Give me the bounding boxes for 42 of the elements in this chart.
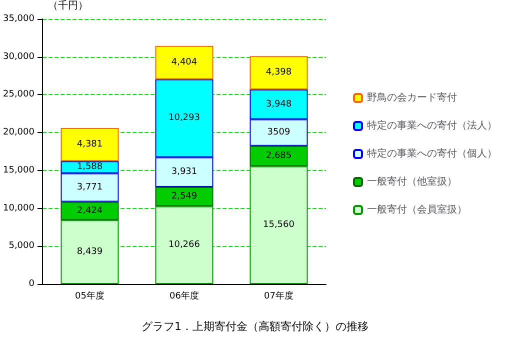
- data-label: 15,560: [263, 220, 295, 230]
- legend-label: 一般寄付（他室扱）: [367, 176, 457, 188]
- data-label: 10,266: [168, 240, 200, 250]
- y-tick-label: 0: [28, 279, 35, 289]
- data-label: 3,931: [171, 167, 198, 178]
- data-label: 4,381: [76, 140, 103, 150]
- y-tick-label: 10,000: [2, 203, 35, 214]
- bar: [155, 46, 214, 80]
- data-label: 2,424: [76, 206, 103, 216]
- y-tick-label: 25,000: [2, 90, 35, 100]
- y-tick-label: 5,000: [8, 241, 35, 252]
- data-label: 4,398: [266, 68, 292, 78]
- x-tick-label: 07年度: [264, 290, 294, 302]
- data-label: 10,293: [168, 113, 200, 124]
- y-axis-title: （千円）: [48, 0, 88, 12]
- y-tick-label: 30,000: [2, 52, 35, 62]
- y-tick-label: 20,000: [2, 128, 35, 138]
- bar: [60, 202, 119, 220]
- x-tick-label: 06年度: [170, 290, 199, 302]
- bar: [155, 186, 214, 206]
- data-label: 4,404: [171, 58, 198, 68]
- data-label: 3,948: [266, 99, 292, 110]
- data-label: 3,771: [76, 182, 103, 192]
- bar: [250, 56, 308, 90]
- bar: [250, 166, 308, 284]
- bar: [60, 220, 119, 284]
- data-label: 8,439: [76, 247, 103, 258]
- data-label: 1,588: [76, 162, 103, 172]
- data-label: 2,685: [266, 151, 292, 162]
- legend-label: 一般寄付（会員室扱）: [367, 204, 467, 216]
- bar: [155, 206, 214, 284]
- data-label: 2,549: [171, 192, 198, 202]
- legend-label: 特定の事業への寄付（法人）: [367, 120, 497, 132]
- bar: [60, 128, 119, 162]
- legend-label: 特定の事業への寄付（個人）: [367, 148, 497, 160]
- x-tick-label: 05年度: [75, 290, 104, 302]
- legend-label: 野鳥の会カード寄付: [367, 92, 457, 104]
- text: グラフ1．上期寄付金（高額寄付除く）の推移: [142, 320, 368, 333]
- y-tick-label: 15,000: [2, 165, 35, 176]
- bar: [250, 146, 308, 166]
- data-label: 3509: [267, 128, 290, 138]
- y-tick-label: 35,000: [2, 14, 35, 24]
